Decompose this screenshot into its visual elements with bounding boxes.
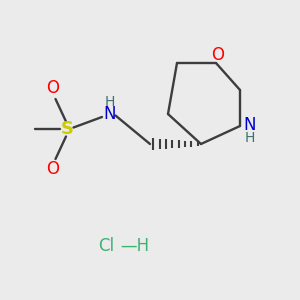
Text: H: H — [244, 131, 255, 145]
Text: O: O — [46, 160, 60, 178]
Text: H: H — [104, 95, 115, 109]
Text: S: S — [61, 120, 74, 138]
Text: N: N — [243, 116, 256, 134]
Text: O: O — [46, 80, 60, 98]
Text: N: N — [103, 105, 116, 123]
Text: —H: —H — [120, 237, 149, 255]
Text: Cl: Cl — [98, 237, 114, 255]
Text: O: O — [211, 46, 224, 64]
